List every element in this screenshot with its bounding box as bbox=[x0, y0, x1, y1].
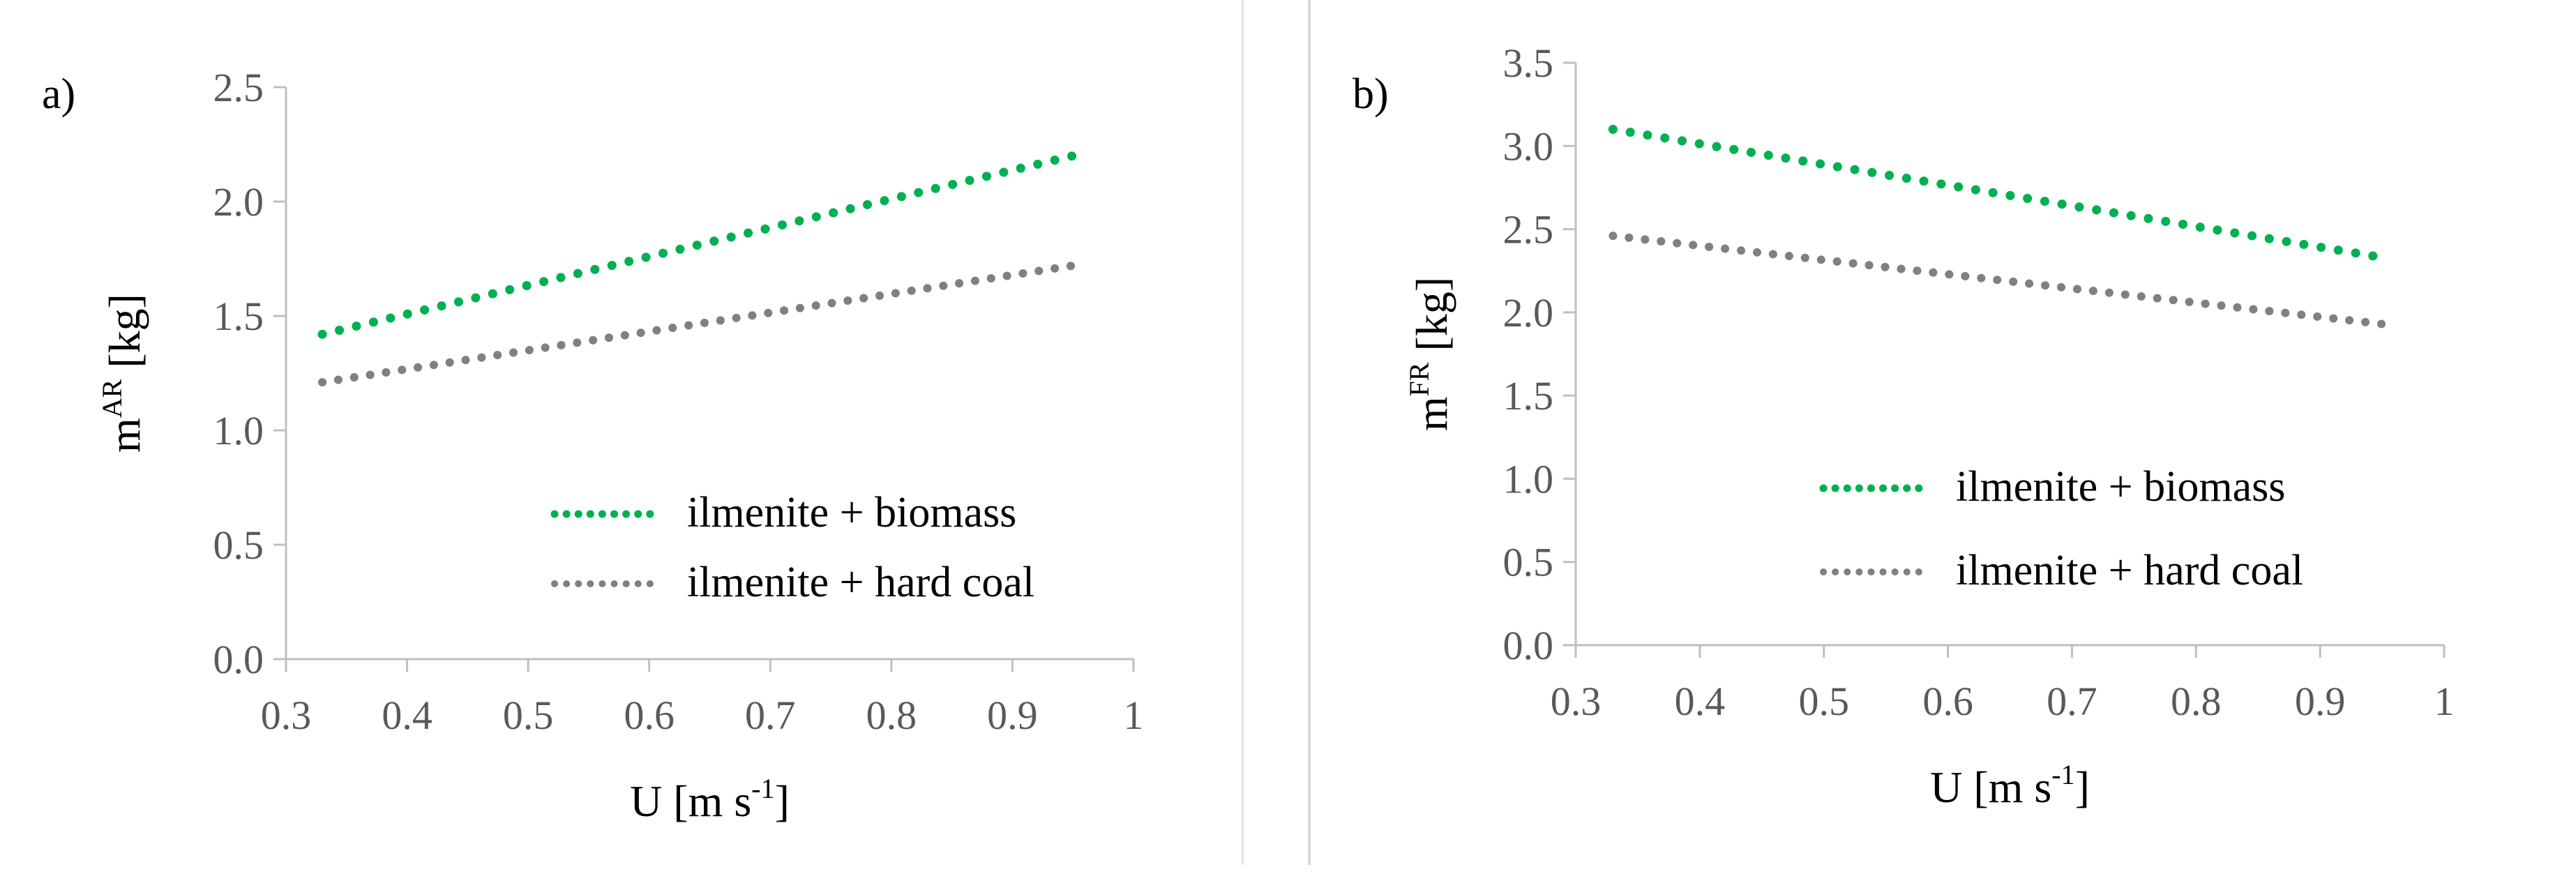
x-tick-label-b: 0.9 bbox=[2295, 679, 2346, 724]
x-tick-label-b: 1 bbox=[2434, 679, 2455, 724]
x-axis-title-end-a: ] bbox=[775, 776, 790, 826]
y-tick-label-b: 0.5 bbox=[1503, 540, 1554, 585]
y-tick-label-a: 0.5 bbox=[213, 522, 264, 568]
y-axis-title-a: mAR [kg] bbox=[96, 294, 149, 453]
x-tick-label-a: 1 bbox=[1124, 693, 1144, 738]
x-tick-label-b: 0.8 bbox=[2171, 679, 2222, 724]
x-tick-label-a: 0.6 bbox=[624, 693, 675, 738]
y-tick-label-b: 2.5 bbox=[1503, 207, 1554, 252]
chart-a-svg: a) 0.0 0.5 1.0 1.5 2.0 2.5 0.3 0.4 0.5 0.6 0.7 0.8 0.… bbox=[42, 65, 1144, 826]
legend-label-hard-coal-a: ilmenite + hard coal bbox=[687, 559, 1034, 606]
x-axis-title-b: U [m s-1] bbox=[1930, 759, 2090, 812]
x-tick-label-b: 0.6 bbox=[1922, 679, 1973, 724]
y-tick-label-b: 1.5 bbox=[1503, 373, 1554, 418]
x-axis-title-sup-a: -1 bbox=[751, 773, 774, 804]
x-axis-title-a: U [m s-1] bbox=[630, 773, 790, 826]
x-axis-title-main-b: U [m s bbox=[1930, 762, 2051, 812]
series-line-hard-coal-b bbox=[1609, 232, 2387, 329]
x-tick-label-a: 0.7 bbox=[745, 693, 796, 738]
y-axis-title-sup-b: FR bbox=[1403, 362, 1435, 396]
chart-panel-b: b) 0.0 0.5 1.0 1.5 2.0 2.5 3.0 3.5 0.3 0.4 0.5 0.6 0.… bbox=[1308, 0, 2576, 865]
x-tick-label-a: 0.5 bbox=[503, 693, 554, 738]
y-tick-label-a: 1.0 bbox=[213, 408, 264, 453]
x-tick-label-a: 0.8 bbox=[866, 693, 917, 738]
chart-b-svg: b) 0.0 0.5 1.0 1.5 2.0 2.5 3.0 3.5 0.3 0.4 0.5 0.6 0.… bbox=[1353, 40, 2455, 812]
x-axis-title-sup-b: -1 bbox=[2051, 759, 2074, 790]
y-tick-label-a: 2.0 bbox=[213, 179, 264, 225]
y-tick-label-b: 3.0 bbox=[1503, 123, 1554, 169]
y-axis-title-end-a: [kg] bbox=[100, 294, 149, 379]
legend-label-hard-coal-b: ilmenite + hard coal bbox=[1956, 547, 2303, 594]
x-tick-label-a: 0.9 bbox=[987, 693, 1038, 738]
y-tick-label-b: 0.0 bbox=[1503, 623, 1554, 668]
series-line-biomass-a bbox=[317, 151, 1078, 339]
panel-label-b: b) bbox=[1353, 70, 1389, 118]
y-axis-title-end-b: [kg] bbox=[1407, 277, 1456, 363]
legend-label-biomass-b: ilmenite + biomass bbox=[1956, 463, 2285, 511]
x-tick-label-a: 0.3 bbox=[261, 693, 312, 738]
y-tick-label-a: 0.0 bbox=[213, 637, 264, 682]
series-line-biomass-b bbox=[1608, 124, 2387, 262]
y-tick-label-a: 2.5 bbox=[213, 65, 264, 110]
y-tick-label-b: 3.5 bbox=[1503, 40, 1554, 86]
chart-panel-a: a) 0.0 0.5 1.0 1.5 2.0 2.5 0.3 0.4 0.5 0.6 0.7 0.8 0.… bbox=[0, 0, 1244, 865]
x-axis-title-end-b: ] bbox=[2075, 762, 2090, 812]
x-tick-label-b: 0.4 bbox=[1675, 679, 1726, 724]
y-axis-title-b: mFR [kg] bbox=[1403, 277, 1456, 431]
y-tick-label-a: 1.5 bbox=[213, 294, 264, 339]
y-axis-title-main-a: m bbox=[100, 418, 149, 453]
x-tick-label-b: 0.5 bbox=[1798, 679, 1849, 724]
y-axis-title-main-b: m bbox=[1407, 396, 1456, 431]
panel-label-a: a) bbox=[42, 70, 75, 118]
series-line-hard-coal-a bbox=[318, 261, 1078, 387]
legend-label-biomass-a: ilmenite + biomass bbox=[687, 489, 1016, 536]
x-tick-label-b: 0.3 bbox=[1551, 679, 1602, 724]
y-tick-label-b: 2.0 bbox=[1503, 290, 1554, 335]
y-axis-title-sup-a: AR bbox=[96, 379, 128, 418]
y-tick-label-b: 1.0 bbox=[1503, 456, 1554, 501]
x-tick-label-b: 0.7 bbox=[2047, 679, 2097, 724]
x-axis-title-main-a: U [m s bbox=[630, 776, 751, 826]
x-tick-label-a: 0.4 bbox=[382, 693, 432, 738]
